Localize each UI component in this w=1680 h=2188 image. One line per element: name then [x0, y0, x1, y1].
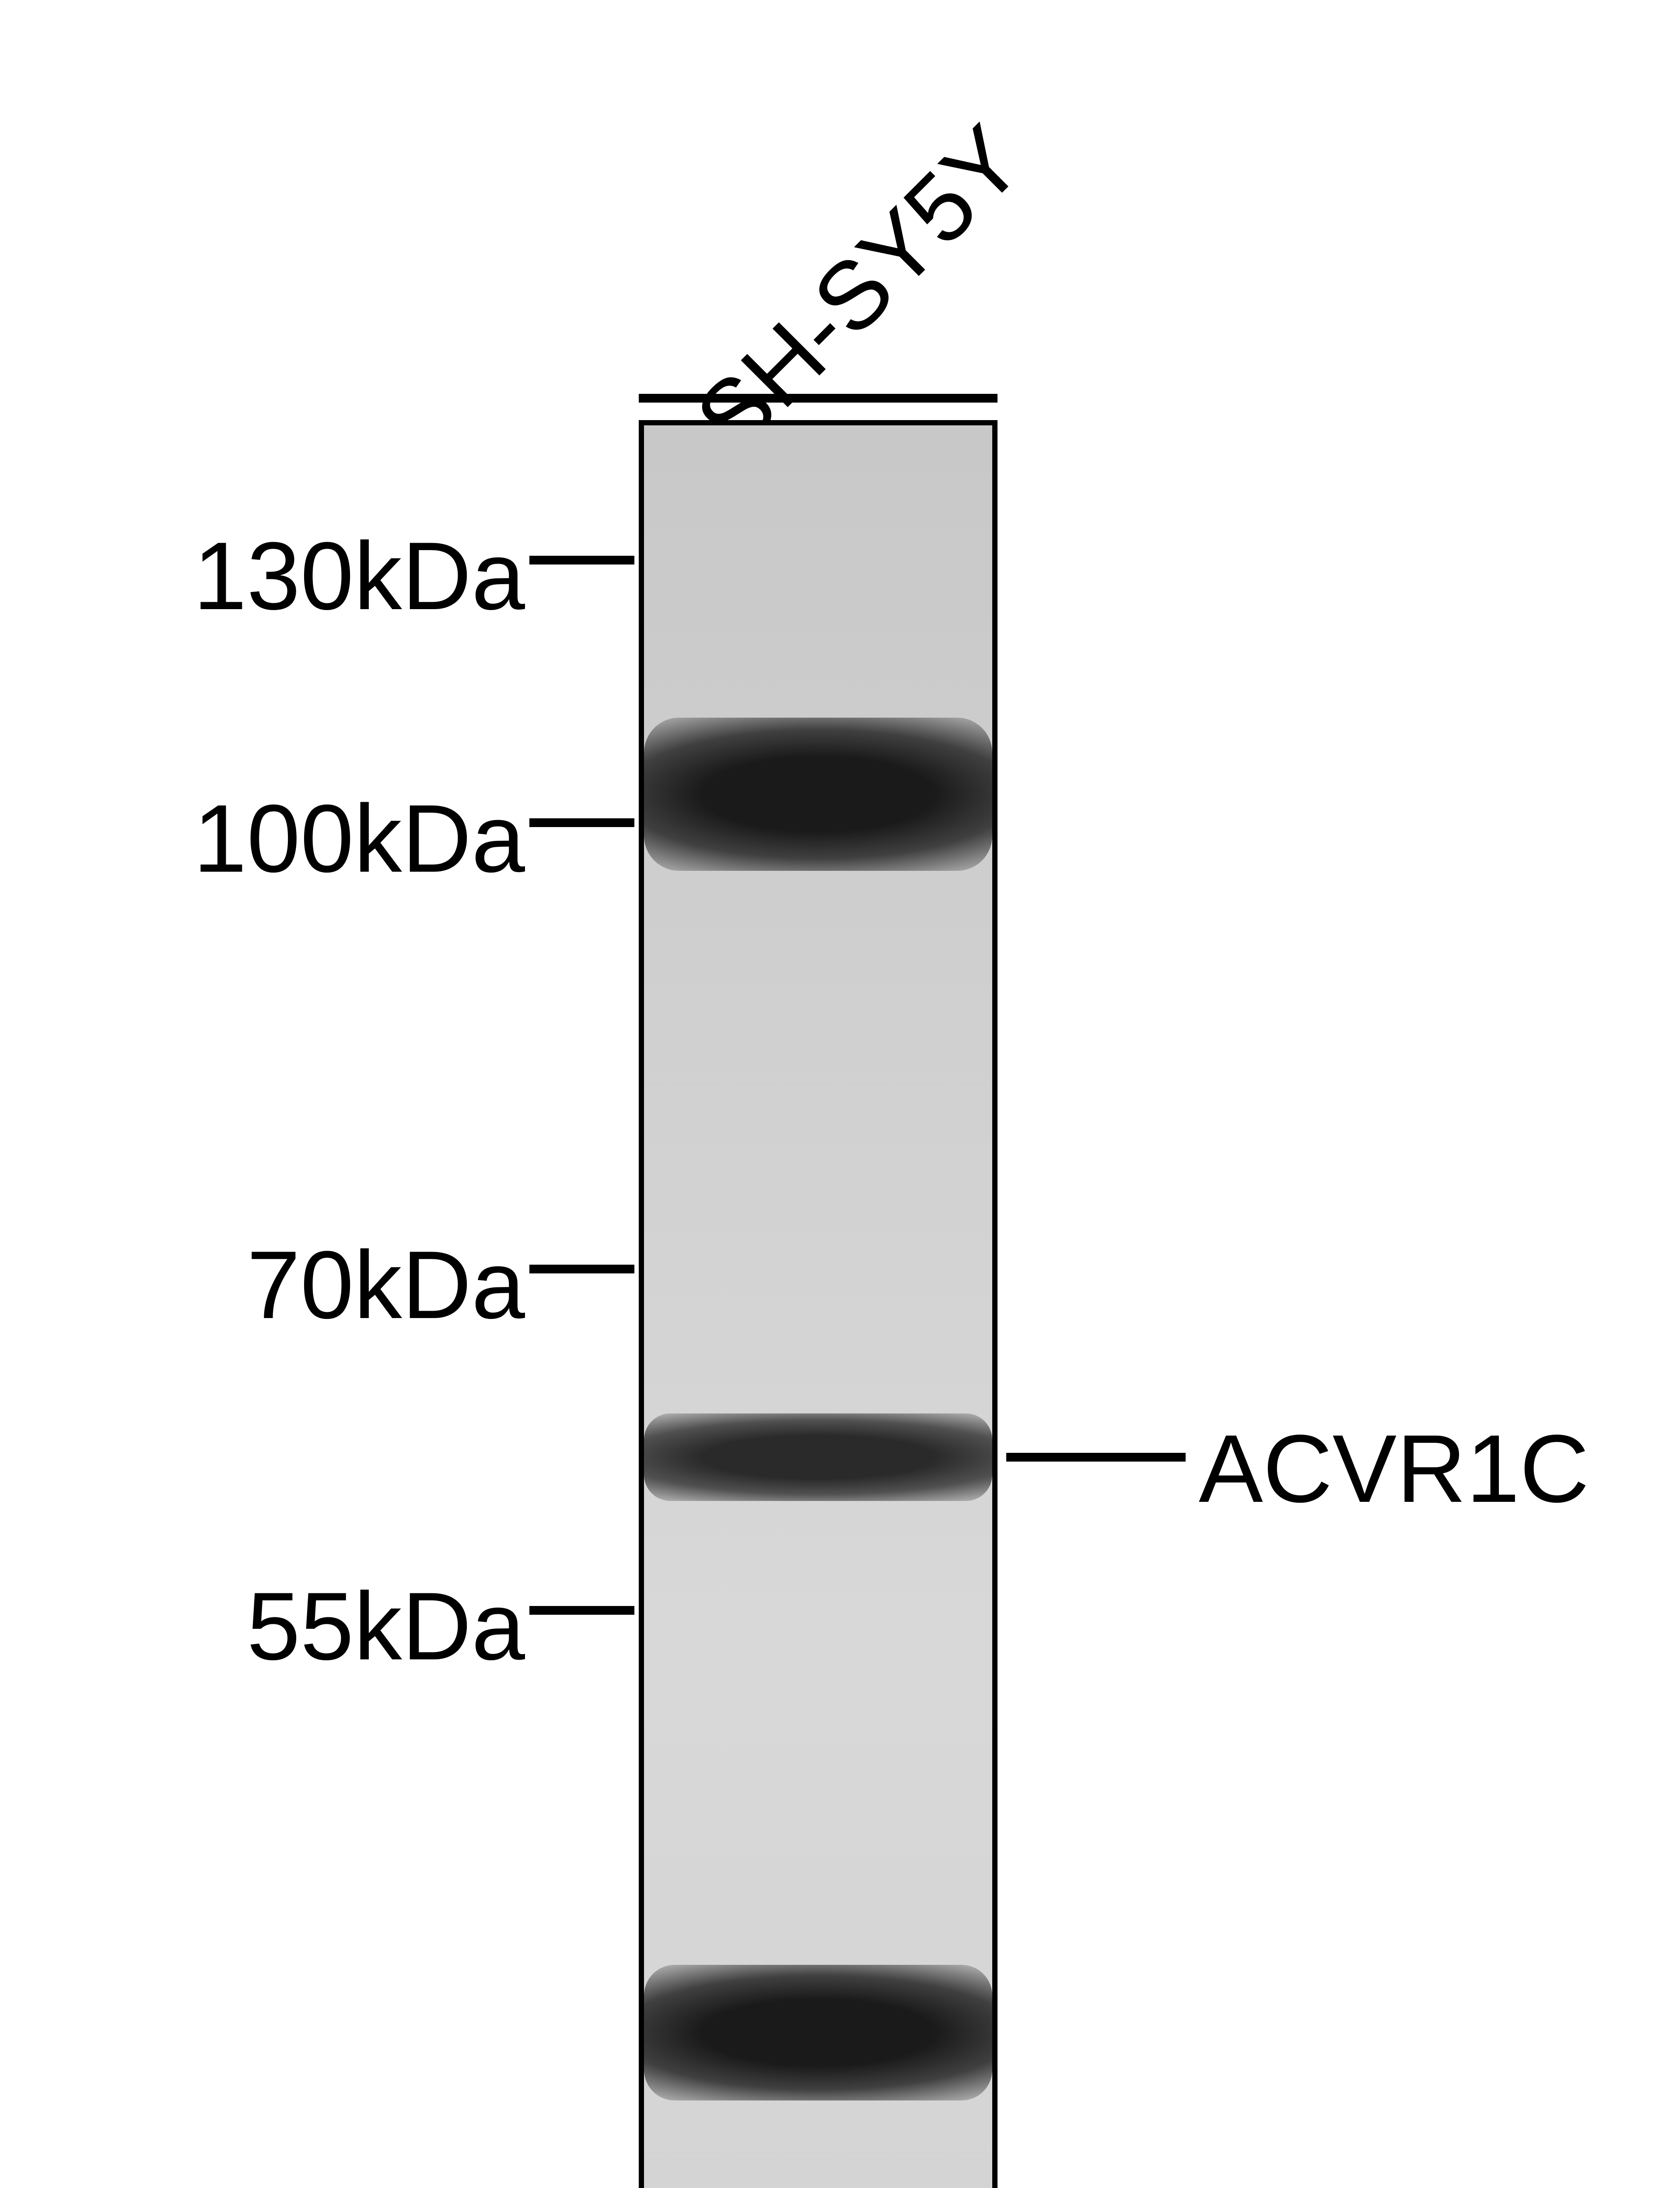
- marker-label: 55kDa: [52, 1571, 525, 1682]
- marker-tick: [529, 1606, 634, 1615]
- blot-band: [644, 718, 992, 871]
- blot-band: [644, 1413, 992, 1501]
- sample-label: SH-SY5Y: [674, 104, 1044, 474]
- blot-background: [644, 425, 992, 2188]
- marker-label: 130kDa: [52, 521, 525, 631]
- marker-tick: [529, 1265, 634, 1273]
- sample-underline: [639, 394, 998, 403]
- marker-tick: [529, 556, 634, 565]
- blot-band: [644, 1965, 992, 2100]
- sample-label-text: SH-SY5Y: [675, 105, 1043, 473]
- target-label: ACVR1C: [1199, 1413, 1589, 1524]
- marker-tick: [529, 818, 634, 827]
- western-blot-figure: SH-SY5Y 130kDa100kDa70kDa55kDa4: [0, 0, 1680, 2188]
- marker-label: 70kDa: [52, 1230, 525, 1340]
- target-label-text: ACVR1C: [1199, 1415, 1589, 1522]
- marker-label: 100kDa: [52, 783, 525, 894]
- target-tick: [1006, 1453, 1186, 1462]
- blot-lane: [639, 420, 998, 2188]
